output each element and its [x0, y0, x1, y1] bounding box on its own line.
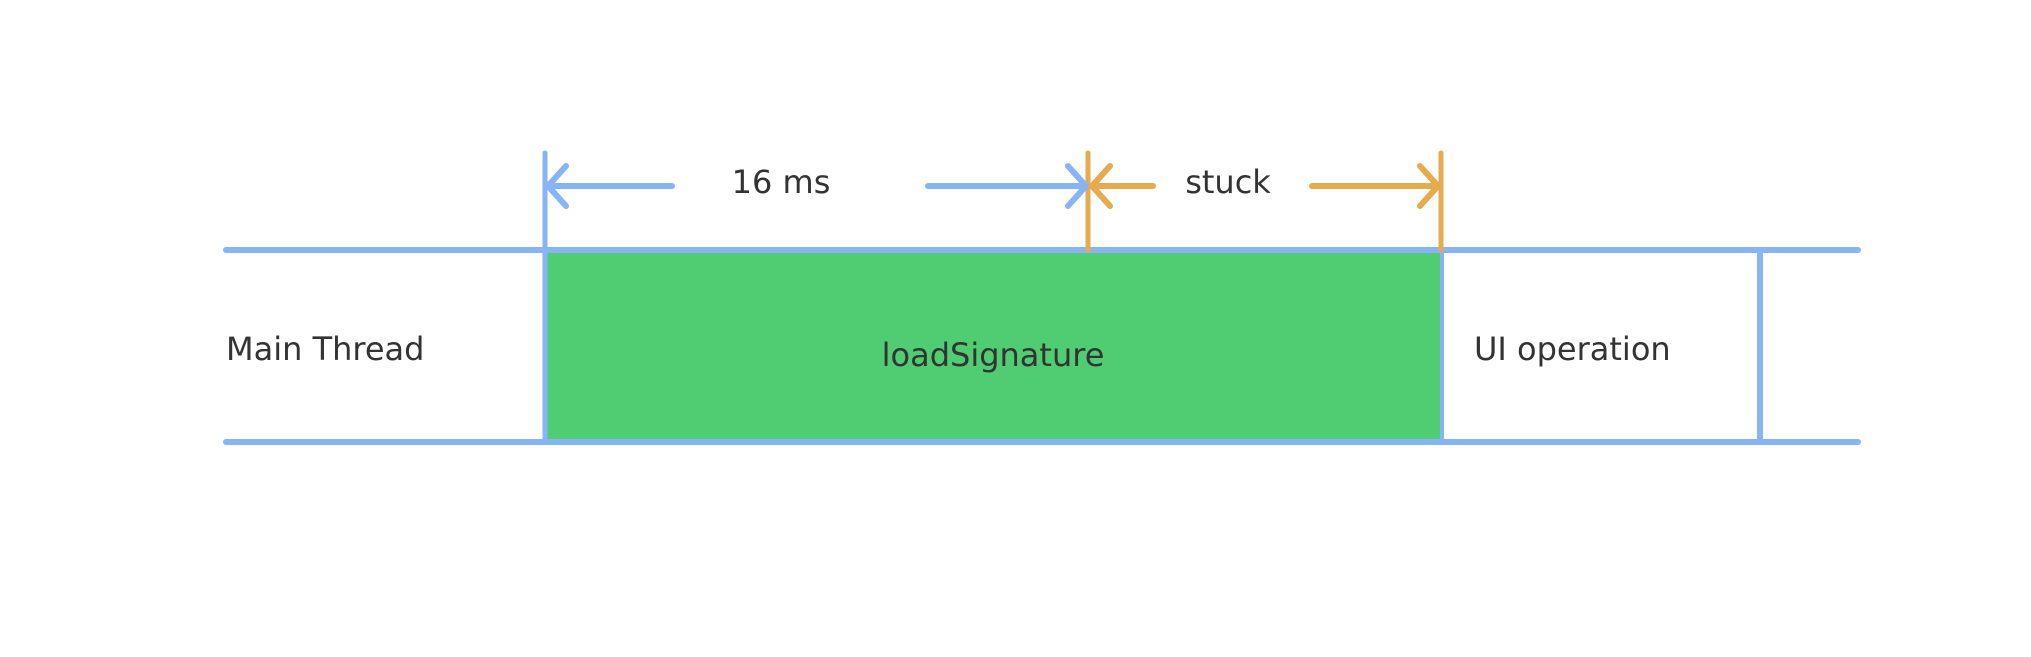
main-thread-label: Main Thread: [226, 330, 424, 368]
frame-duration-arrow-right: [925, 163, 1091, 209]
stuck-arrow-right: [1309, 163, 1443, 209]
stuck-arrow-left: [1087, 163, 1156, 209]
stuck-label: stuck: [1185, 163, 1271, 201]
load-signature-label: loadSignature: [882, 336, 1105, 374]
load-signature-block: [546, 250, 1443, 441]
ui-operation-label: UI operation: [1474, 330, 1671, 368]
frame-duration-arrow-left: [543, 163, 675, 209]
frame-duration-label: 16 ms: [732, 163, 831, 201]
